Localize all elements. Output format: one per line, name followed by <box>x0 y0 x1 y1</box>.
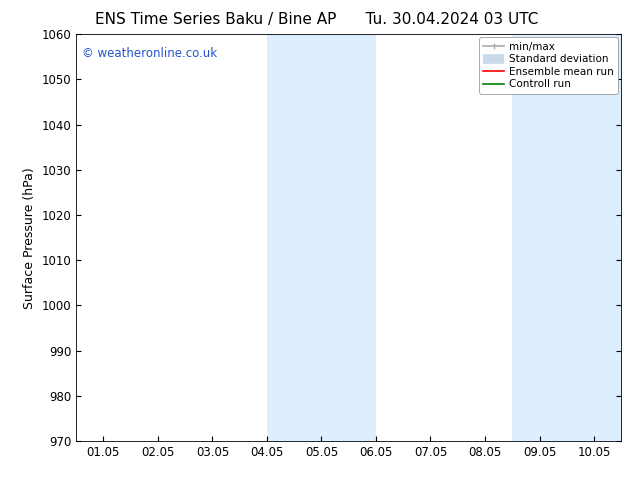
Legend: min/max, Standard deviation, Ensemble mean run, Controll run: min/max, Standard deviation, Ensemble me… <box>479 37 618 94</box>
Y-axis label: Surface Pressure (hPa): Surface Pressure (hPa) <box>23 167 36 309</box>
Bar <box>267 34 376 441</box>
Text: ENS Time Series Baku / Bine AP      Tu. 30.04.2024 03 UTC: ENS Time Series Baku / Bine AP Tu. 30.04… <box>95 12 539 27</box>
Bar <box>512 34 621 441</box>
Text: © weatheronline.co.uk: © weatheronline.co.uk <box>82 47 217 59</box>
